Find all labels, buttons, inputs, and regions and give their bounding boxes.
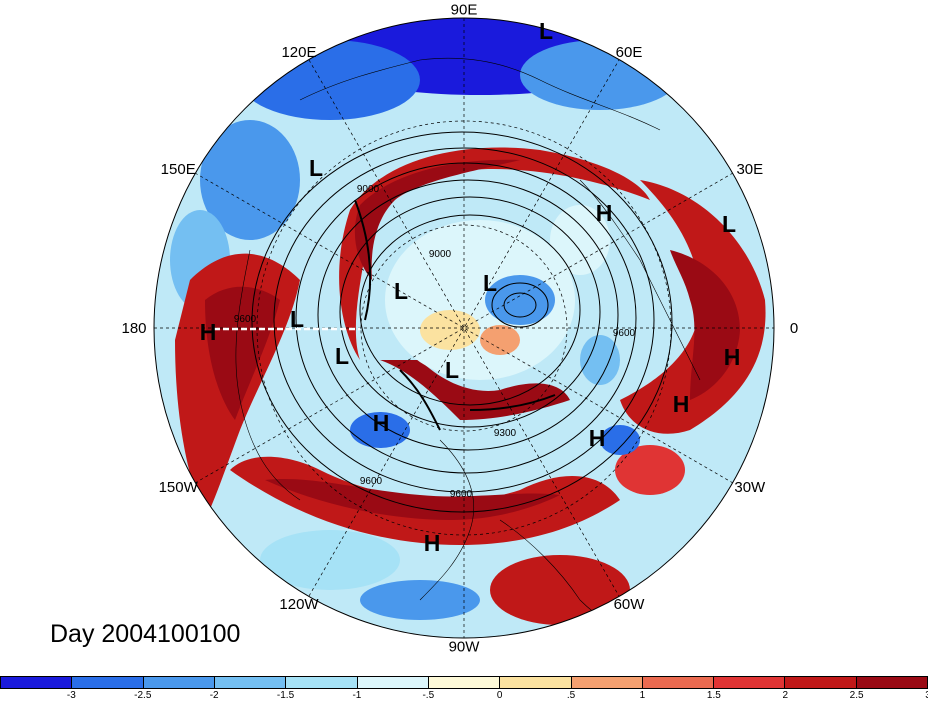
longitude-label: 60W (614, 596, 646, 613)
high-pressure-label: H (424, 530, 441, 556)
low-pressure-label: L (483, 270, 497, 296)
contour-label: 9600 (234, 314, 257, 325)
colorbar-tick-label: -2 (209, 690, 219, 701)
colorbar-tick-label: -3 (66, 690, 76, 701)
contour-label: 9000 (429, 249, 452, 260)
longitude-labels: 90E 60E 30E 0 30W 60W 90W 120W 150W 180 150E 120E (121, 2, 798, 656)
colorbar-tick-label: 1.5 (706, 690, 721, 701)
longitude-label: 120W (279, 596, 319, 613)
low-pressure-label: L (722, 211, 736, 237)
longitude-label: 30W (734, 479, 766, 496)
colorbar-segment (72, 677, 144, 688)
colorbar-segment (571, 677, 643, 688)
colorbar-tick-label: -.5 (422, 690, 435, 701)
colorbar-segment (714, 677, 786, 688)
high-pressure-label: H (589, 425, 606, 451)
longitude-label: 90E (451, 2, 478, 19)
longitude-label: 60E (616, 44, 643, 61)
longitude-label: 0 (790, 320, 798, 337)
low-pressure-label: L (445, 357, 459, 383)
colorbar (0, 676, 928, 689)
colorbar-tick-label: .5 (566, 690, 576, 701)
map-border (153, 17, 775, 639)
longitude-label: 150W (159, 479, 199, 496)
colorbar-tick-label: 2 (782, 690, 788, 701)
colorbar-segment (785, 677, 857, 688)
longitude-label: 150E (161, 161, 196, 178)
colorbar-segment (642, 677, 715, 688)
colorbar-segment (143, 677, 215, 688)
contour-value-labels: 9000 9000 9600 9300 9600 9600 9600 (234, 184, 636, 500)
pressure-center-labels: L L H L L L L H L H L H H H H (200, 18, 741, 556)
low-pressure-label: L (335, 343, 349, 369)
colorbar-segment (856, 677, 928, 688)
colorbar-tick-label: -1.5 (276, 690, 295, 701)
colorbar-tick-label: 1 (639, 690, 646, 701)
low-pressure-label: L (539, 18, 553, 44)
longitude-label: 120E (281, 44, 316, 61)
colorbar-segment (214, 677, 287, 688)
colorbar-segment (286, 677, 358, 688)
contour-label: 9600 (613, 328, 636, 339)
coastlines (235, 57, 701, 638)
longitude-label: 90W (449, 639, 481, 656)
colorbar-tick-label: -2.5 (134, 690, 152, 701)
low-pressure-label: L (290, 306, 304, 332)
low-pressure-label: L (309, 155, 323, 181)
high-pressure-label: H (596, 200, 613, 226)
high-pressure-label: H (200, 319, 217, 345)
contour-label: 9600 (360, 476, 383, 487)
colorbar-tick-label: 2.5 (849, 690, 864, 701)
colorbar-segment (428, 677, 501, 688)
longitude-label: 180 (121, 320, 146, 337)
low-pressure-label: L (394, 278, 408, 304)
high-pressure-label: H (673, 391, 690, 417)
colorbar-segment (1, 677, 73, 688)
colorbar-segment (500, 677, 572, 688)
high-pressure-label: H (724, 344, 741, 370)
day-title: Day 2004100100 (50, 620, 241, 648)
colorbar-tick-label: 0 (496, 690, 503, 701)
contour-label: 9000 (357, 184, 380, 195)
colorbar-segment (357, 677, 429, 688)
colorbar-tick-labels: -3 -2.5 -2 -1.5 -1 -.5 0 .5 1 1.5 2 2.5 3 (0, 690, 928, 702)
contour-label: 9600 (450, 489, 473, 500)
longitude-label: 30E (736, 161, 763, 178)
colorbar-tick-label: -1 (352, 690, 362, 701)
colorbar-tick-label: 3 (925, 690, 928, 701)
high-pressure-label: H (373, 410, 390, 436)
contour-label: 9300 (494, 428, 517, 439)
graticule (154, 18, 774, 638)
